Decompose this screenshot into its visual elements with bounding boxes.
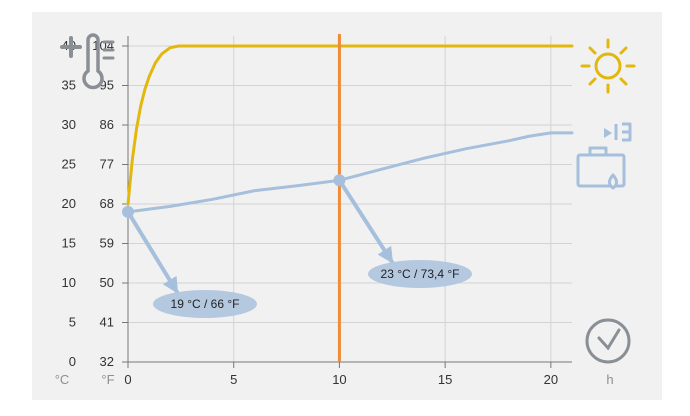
- y-tick-label-fahrenheit: 68: [100, 196, 114, 211]
- y-tick-label-celsius: 0: [69, 354, 76, 369]
- callout-arrow-shaft: [337, 178, 394, 264]
- data-point-marker: [333, 174, 346, 187]
- fahrenheit-unit-label: °F: [101, 372, 114, 387]
- y-tick-label-celsius: 25: [62, 157, 76, 172]
- callout-label: 19 °C / 66 °F: [171, 297, 240, 311]
- y-tick-label-celsius: 5: [69, 315, 76, 330]
- x-tick-label: 5: [230, 372, 237, 387]
- series-line-0: [126, 44, 574, 206]
- callout-arrow-head: [162, 275, 179, 294]
- series-lines: [126, 44, 574, 214]
- callout-arrow-head: [377, 245, 394, 264]
- callout-arrow-shaft: [126, 209, 179, 294]
- callout-label: 23 °C / 73,4 °F: [381, 267, 460, 281]
- y-tick-label-celsius: 30: [62, 117, 76, 132]
- y-tick-label-fahrenheit: 32: [100, 354, 114, 369]
- y-tick-label-fahrenheit: 77: [100, 157, 114, 172]
- hours-unit-label: h: [606, 372, 613, 387]
- y-tick-label-fahrenheit: 86: [100, 117, 114, 132]
- x-tick-label: 20: [544, 372, 558, 387]
- callout-bubble: [368, 260, 472, 288]
- y-tick-label-celsius: 35: [62, 78, 76, 93]
- celsius-unit-label: °C: [55, 372, 70, 387]
- sun-icon: [580, 38, 636, 94]
- clock-icon: [585, 318, 631, 364]
- y-tick-label-celsius: 20: [62, 196, 76, 211]
- heater-icon: [576, 122, 632, 190]
- unit-labels: °C °F h: [55, 372, 614, 387]
- y-tick-label-fahrenheit: 59: [100, 236, 114, 251]
- thermometer-plus-icon: [60, 33, 115, 90]
- series-line-1: [126, 131, 574, 214]
- y-tick-label-celsius: 15: [62, 236, 76, 251]
- data-point-marker: [122, 205, 134, 218]
- chart-panel: [32, 12, 662, 400]
- x-tick-label: 10: [332, 372, 346, 387]
- y-tick-label-fahrenheit: 50: [100, 275, 114, 290]
- x-tick-label: 15: [438, 372, 452, 387]
- callout-bubble: [153, 290, 257, 318]
- y-tick-label-fahrenheit: 41: [100, 315, 114, 330]
- y-tick-label-celsius: 10: [62, 275, 76, 290]
- x-tick-label: 0: [124, 372, 131, 387]
- callouts: 19 °C / 66 °F 23 °C / 73,4 °F: [122, 174, 472, 318]
